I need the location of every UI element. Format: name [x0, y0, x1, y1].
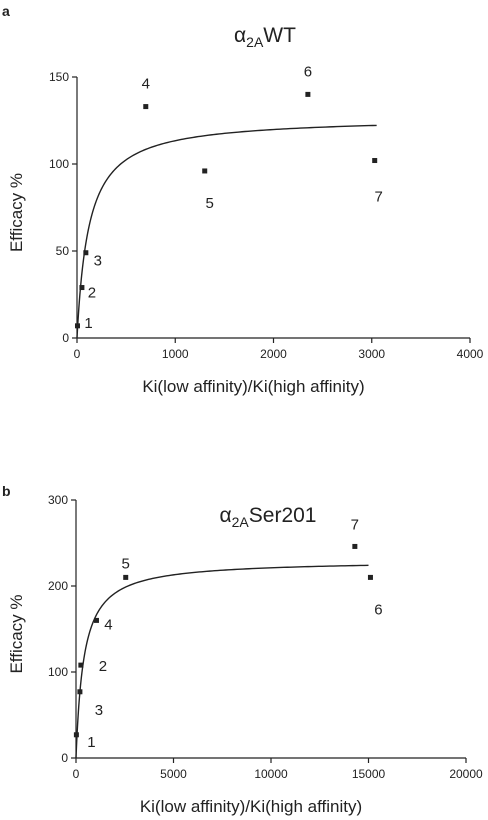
panel-a-data-point-7	[372, 158, 378, 164]
panel-b-y-tick-label: 300	[48, 493, 68, 507]
panel-a-fit-curve	[76, 124, 377, 338]
panel-b-y-tick-label: 200	[48, 579, 68, 593]
panel-a-letter: a	[2, 3, 10, 19]
panel-a-data-point-2	[79, 285, 85, 291]
panel-a-point-label-6: 6	[304, 63, 312, 80]
panel-a-point-label-5: 5	[206, 195, 214, 212]
panel-a-point-label-4: 4	[142, 76, 150, 93]
panel-a-point-label-1: 1	[84, 315, 92, 332]
panel-b-data-point-1	[73, 732, 79, 738]
panel-b-letter: b	[2, 483, 11, 499]
panel-a-point-label-2: 2	[88, 285, 96, 302]
panel-a-x-axis-label: Ki(low affinity)/Ki(high affinity)	[142, 377, 364, 396]
panel-a-data-point-5	[202, 168, 208, 174]
panel-b-title-subscript: 2A	[232, 514, 250, 530]
panel-b-point-label-2: 2	[99, 658, 107, 675]
panel-a-x-tick-label: 1000	[162, 347, 189, 361]
panel-b-point-label-5: 5	[122, 555, 130, 572]
panel-a-title: α2AWT	[234, 24, 296, 50]
panel-b-title-name: Ser201	[249, 504, 317, 527]
panel-a-data-point-4	[143, 104, 149, 110]
panel-a-y-tick-label: 0	[62, 331, 69, 345]
panel-b-x-tick-label: 5000	[160, 767, 187, 781]
panel-a-y-tick-label: 100	[49, 157, 69, 171]
panel-b-point-label-3: 3	[95, 702, 103, 719]
panel-b-title-symbol: α	[220, 504, 232, 527]
panel-b-fit-curve	[75, 564, 369, 758]
panel-a-x-tick-label: 3000	[358, 347, 385, 361]
panel-a-title-name: WT	[263, 24, 296, 47]
panel-a-point-label-3: 3	[94, 253, 102, 270]
panel-a-data-point-3	[83, 250, 89, 256]
panel-b-y-axis-label: Efficacy %	[7, 594, 26, 673]
panel-b-x-tick-label: 10000	[254, 767, 288, 781]
panel-b-point-label-7: 7	[351, 516, 359, 533]
panel-b-data-point-6	[367, 574, 373, 580]
panel-b-x-axis-label: Ki(low affinity)/Ki(high affinity)	[140, 797, 362, 816]
panel-b-y-tick-label: 0	[61, 751, 68, 765]
panel-b-title: α2ASer201	[220, 504, 317, 530]
panel-a-y-axis-label: Efficacy %	[7, 173, 26, 252]
panel-b-data-point-4	[93, 617, 99, 623]
panel-a-x-tick-label: 2000	[260, 347, 287, 361]
panel-a-title-subscript: 2A	[246, 34, 264, 50]
panel-b-data-point-2	[78, 662, 84, 668]
panel-b-data-point-5	[123, 574, 129, 580]
panel-b-data-point-7	[352, 543, 358, 549]
panel-a-y-tick-label: 150	[49, 70, 69, 84]
panel-b-point-label-4: 4	[104, 616, 112, 633]
panel-b-y-tick-label: 100	[48, 665, 68, 679]
panel-a-point-label-7: 7	[375, 189, 383, 206]
panel-a-data-point-6	[305, 91, 311, 97]
panel-b-point-label-1: 1	[87, 734, 95, 751]
panel-b-data-point-3	[77, 689, 83, 695]
panel-a-x-tick-label: 4000	[457, 347, 484, 361]
panel-b-x-tick-label: 0	[73, 767, 80, 781]
panel-a-data-point-1	[74, 323, 80, 329]
panel-a-title-symbol: α	[234, 24, 246, 47]
panel-a-y-tick-label: 50	[56, 244, 70, 258]
panel-a-x-tick-label: 0	[74, 347, 81, 361]
panel-b-x-tick-label: 15000	[352, 767, 386, 781]
panel-b-x-tick-label: 20000	[449, 767, 483, 781]
panel-b-point-label-6: 6	[374, 601, 382, 618]
